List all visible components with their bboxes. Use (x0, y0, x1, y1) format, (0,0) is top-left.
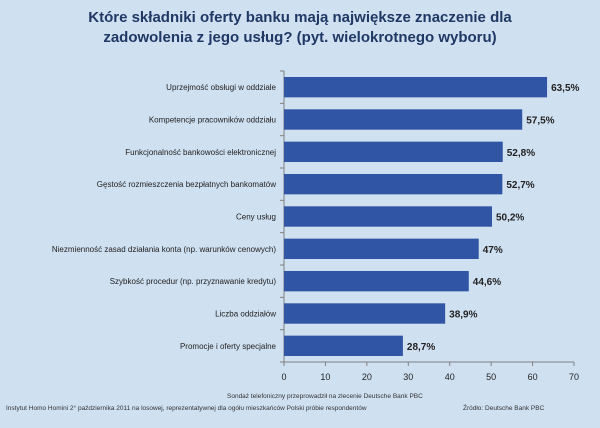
category-label: Liczba oddziałów (215, 310, 276, 319)
chart-title-line-1: Które składniki oferty banku mają najwię… (88, 9, 512, 26)
x-tick-label: 60 (528, 372, 538, 382)
x-tick-label: 10 (320, 372, 330, 382)
chart-title: Które składniki oferty banku mają najwię… (0, 8, 600, 48)
category-label: Szybkość procedur (np. przyznawanie kred… (110, 277, 277, 286)
value-label: 47% (483, 245, 503, 256)
value-label: 52,8% (507, 148, 535, 159)
bar (284, 173, 503, 195)
bar (284, 141, 503, 163)
bar (284, 76, 548, 98)
value-label: 63,5% (551, 83, 579, 94)
x-tick-label: 20 (362, 372, 372, 382)
x-tick-label: 40 (445, 372, 455, 382)
value-label: 52,7% (506, 180, 534, 191)
x-tick-label: 70 (569, 372, 579, 382)
footer-source-line-2: Instytut Homo Homini 2° października 201… (6, 405, 367, 412)
footer-source-line-1: Sondaż telefoniczny przeprowadził na zle… (227, 393, 423, 400)
bar (284, 303, 446, 324)
bar (284, 109, 523, 130)
value-label: 44,6% (473, 277, 501, 288)
category-label: Niezmienność zasad działania konta (np. … (52, 245, 276, 254)
bar (284, 270, 469, 292)
footer-source-right: Źródło: Deutsche Bank PBC (463, 405, 545, 412)
x-tick-label: 50 (486, 372, 496, 382)
x-tick-label: 0 (281, 372, 286, 382)
bar (284, 238, 479, 260)
chart-title-line-2: zadowolenia z jego usług? (pyt. wielokro… (103, 29, 497, 46)
category-label: Uprzejmość obsługi w oddziale (166, 83, 276, 92)
value-label: 57,5% (526, 116, 554, 127)
bar (284, 335, 403, 357)
category-label: Promocje i oferty specjalne (180, 342, 277, 351)
category-label: Ceny usług (236, 213, 276, 222)
x-tick-label: 30 (403, 372, 413, 382)
value-label: 50,2% (496, 213, 524, 224)
value-label: 28,7% (407, 342, 435, 353)
bar (284, 206, 492, 227)
category-label: Kompetencje pracowników oddziału (149, 116, 276, 125)
category-label: Funkcjonalność bankowości elektronicznej (125, 148, 276, 157)
value-label: 38,9% (449, 310, 477, 321)
category-label: Gęstość rozmieszczenia bezpłatnych banko… (97, 180, 276, 189)
